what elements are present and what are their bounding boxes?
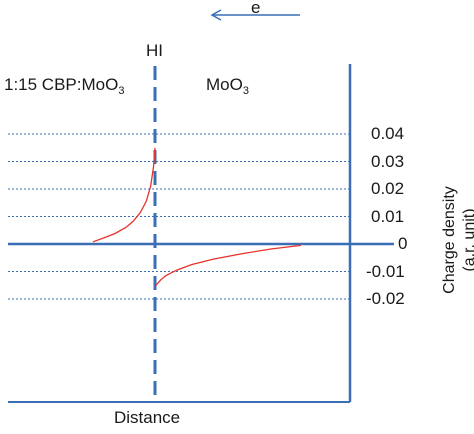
interface-label: HI xyxy=(146,41,163,60)
region-right-text: MoO xyxy=(206,75,243,94)
y-axis-label-line1: Charge density xyxy=(441,186,458,294)
y-axis-label: Charge density (a.r. unit) xyxy=(440,155,474,325)
electron-label: e xyxy=(251,0,261,17)
y-tick-label: 0.04 xyxy=(371,124,405,143)
region-left-label: 1:15 CBP:MoO3 xyxy=(4,75,124,97)
electron-arrow-head xyxy=(210,9,222,21)
region-right-label: MoO3 xyxy=(206,75,249,97)
series-0-line xyxy=(92,147,156,243)
region-left-subscript: 3 xyxy=(118,85,125,97)
y-axis-label-wrap: Charge density (a.r. unit) xyxy=(430,160,474,320)
y-tick-label: -0.02 xyxy=(366,289,405,308)
y-tick-label: 0.03 xyxy=(371,151,405,171)
region-right-subscript: 3 xyxy=(242,85,249,97)
y-tick-label: 0.02 xyxy=(371,179,405,198)
y-tick-label: -0.01 xyxy=(366,261,405,281)
y-axis-label-line2: (a.r. unit) xyxy=(461,208,474,272)
y-tick-label: 0 xyxy=(398,234,408,253)
y-tick-label: 0.01 xyxy=(371,206,405,226)
region-left-text: 1:15 CBP:MoO xyxy=(4,75,119,94)
series-1-line xyxy=(154,244,302,288)
x-axis-label: Distance xyxy=(114,408,181,427)
